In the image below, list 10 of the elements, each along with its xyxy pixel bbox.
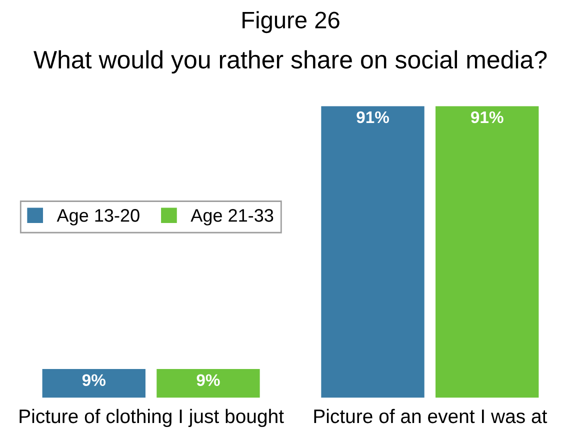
chart-title: Figure 26: [242, 11, 340, 34]
data-label: 9%: [196, 374, 220, 386]
chart-subtitle: What would you rather share on social media?: [34, 50, 547, 74]
data-label: 91%: [471, 111, 504, 124]
x-tick-label: Picture of clothing I just bought: [20, 408, 284, 428]
x-tick-label: Picture of an event I was at: [314, 408, 548, 424]
legend-label: Age 21-33: [190, 209, 274, 226]
legend-label: Age 13-20: [56, 209, 140, 226]
data-label: 91%: [356, 111, 390, 124]
data-label: 9%: [82, 374, 106, 386]
